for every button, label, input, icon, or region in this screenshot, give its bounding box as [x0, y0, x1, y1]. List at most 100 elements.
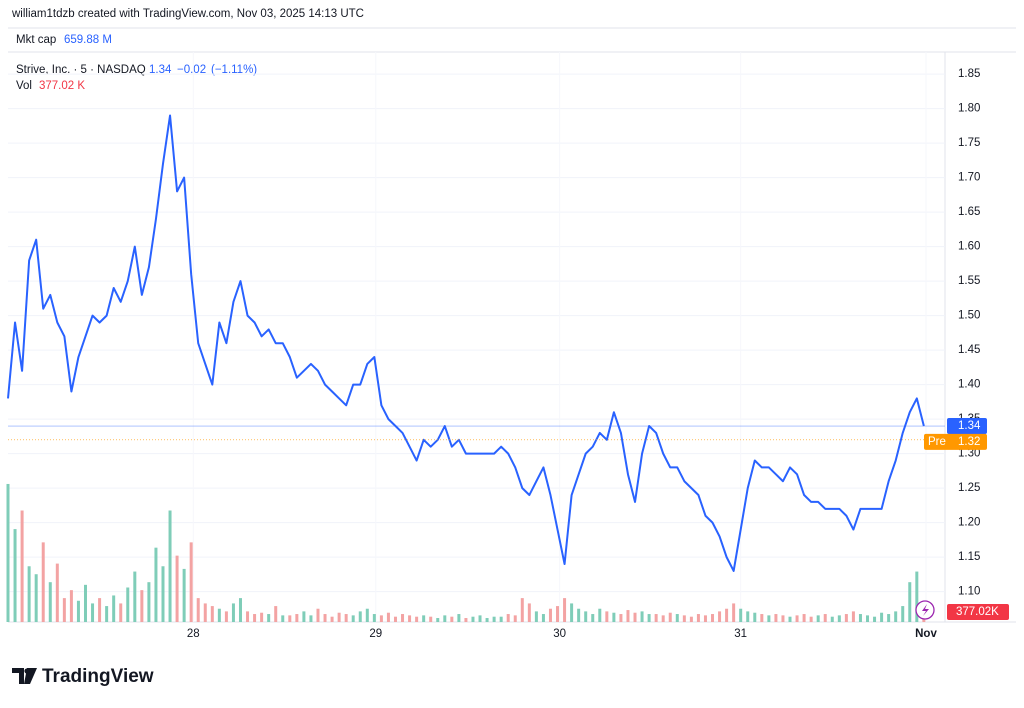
y-tick-label: 1.55 [958, 275, 980, 287]
volume-bar [217, 608, 221, 622]
volume-bar [478, 615, 482, 622]
volume-bar [781, 615, 785, 622]
volume-bar [908, 582, 912, 622]
volume-bar [668, 612, 672, 622]
volume-bar [851, 611, 855, 622]
volume-bar [309, 615, 313, 622]
volume-bar [274, 606, 278, 622]
volume-bar [62, 598, 66, 622]
volume-bar [703, 615, 707, 622]
mkt-cap: 659.88 M [64, 34, 112, 46]
volume-bar [711, 614, 715, 622]
volume-bar [548, 608, 552, 622]
volume-bar [91, 603, 95, 622]
volume-badge-label: 377.02K [956, 606, 999, 618]
volume-bar [858, 614, 862, 622]
volume-bar [105, 606, 109, 622]
change: −0.02 [177, 64, 206, 76]
volume-bar [295, 614, 299, 622]
volume-bar [816, 615, 820, 622]
volume-bar [598, 608, 602, 622]
price-line [7, 114, 925, 572]
y-tick-label: 1.60 [958, 241, 980, 253]
volume-bar [267, 614, 271, 622]
volume-bar [809, 616, 813, 622]
volume-bar [6, 483, 10, 622]
volume-bar [203, 603, 207, 622]
brand: TradingView [42, 666, 154, 687]
volume-bar [344, 614, 348, 622]
volume-bar [161, 566, 165, 622]
volume-bar [386, 612, 390, 622]
price-badge [947, 418, 987, 435]
volume-bar [231, 603, 235, 622]
volume-bar [802, 614, 806, 622]
volume-bar [513, 615, 517, 622]
x-tick-label: 29 [369, 628, 382, 640]
volume-bar [471, 616, 475, 622]
volume-bar [126, 587, 130, 622]
y-tick-label: 1.65 [958, 206, 980, 218]
volume-bar [605, 611, 609, 622]
volume-bar [520, 598, 524, 622]
volume-bar [647, 614, 651, 622]
volume-bar [499, 616, 503, 622]
volume-bar [732, 603, 736, 622]
y-tick-label: 1.20 [958, 517, 980, 529]
volume-bar [281, 615, 285, 622]
volume-bar [55, 563, 59, 622]
volume-bar [541, 614, 545, 622]
volume-bar [844, 614, 848, 622]
volume-bar [619, 614, 623, 622]
x-tick-label: 28 [187, 628, 200, 640]
volume-bar [175, 555, 179, 622]
volume-bar [393, 616, 397, 622]
volume-bar [48, 582, 52, 622]
volume-bar [408, 615, 412, 622]
volume-bar [154, 547, 158, 622]
volume-bar [795, 615, 799, 622]
volume-bar [682, 615, 686, 622]
volume-bar [379, 615, 383, 622]
volume-bar [527, 603, 531, 622]
volume-bar [443, 615, 447, 622]
y-tick-label: 1.75 [958, 137, 980, 149]
volume-bar [422, 615, 426, 622]
last-price: 1.34 [149, 64, 172, 76]
mkt-cap-label: Mkt cap [16, 34, 56, 46]
volume-bar [739, 608, 743, 622]
volume-bar [34, 574, 38, 622]
volume-bar [626, 610, 630, 622]
volume-bar [415, 616, 419, 622]
volume-bar [887, 614, 891, 622]
volume-bar [492, 616, 496, 622]
volume-bar [351, 615, 355, 622]
volume-bar [358, 611, 362, 622]
volume-bar [823, 614, 827, 622]
volume-bar [246, 611, 250, 622]
volume-bar [485, 618, 489, 622]
alert-icon [922, 604, 929, 616]
volume-bar [901, 606, 905, 622]
volume-bar [83, 584, 87, 622]
volume-bar [718, 611, 722, 622]
y-tick-label: 1.15 [958, 551, 980, 563]
volume-bar [506, 614, 510, 622]
y-tick-label: 1.85 [958, 68, 980, 80]
volume-bar [323, 614, 327, 622]
change-pct: (−1.11%) [211, 64, 257, 76]
volume-bar [330, 616, 334, 622]
volume-name: Vol [16, 80, 32, 92]
volume-bar [69, 590, 73, 622]
volume-bar [147, 582, 151, 622]
volume-bar [570, 603, 574, 622]
volume-bar [746, 611, 750, 622]
volume-bar [288, 615, 292, 622]
volume-bar [753, 612, 757, 622]
volume-bar [612, 612, 616, 622]
volume-bar [20, 510, 24, 622]
volume-bar [640, 611, 644, 622]
volume-bar [450, 616, 454, 622]
y-tick-label: 1.50 [958, 310, 980, 322]
plot: 1.101.151.201.251.301.351.401.451.501.55… [6, 52, 1009, 640]
